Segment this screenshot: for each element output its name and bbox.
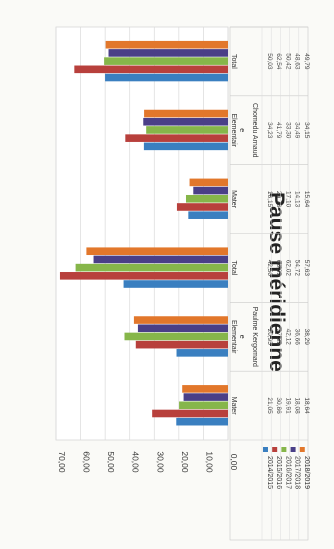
table-cell: 16,15	[266, 191, 273, 208]
bar	[146, 126, 228, 134]
category-label: e	[238, 128, 245, 132]
table-cell: 68,39	[275, 260, 282, 277]
bar	[176, 417, 228, 426]
y-tick-label: 50,00	[106, 451, 116, 473]
category-label: Total	[230, 54, 237, 69]
legend-swatch	[281, 447, 287, 452]
bar	[133, 316, 228, 324]
bar	[188, 211, 228, 219]
bar	[135, 340, 228, 349]
table-cell: 50,03	[266, 53, 273, 70]
table-cell: 42,50	[266, 260, 273, 277]
y-tick-label: 70,00	[57, 451, 67, 473]
bar	[108, 49, 228, 57]
category-label: Total	[230, 261, 237, 276]
bar	[144, 109, 228, 118]
y-tick-label: 60,00	[82, 451, 92, 473]
table-cell: 49,79	[303, 53, 310, 70]
legend-label: 2016/2017	[284, 456, 291, 489]
category-label: Mater	[230, 397, 237, 416]
bar	[75, 263, 228, 272]
category-label: Elementair	[230, 320, 237, 354]
legend-label: 2014/2015	[266, 456, 273, 489]
bar	[176, 349, 228, 357]
bar	[182, 385, 228, 393]
table-cell: 34,23	[266, 122, 273, 139]
table-cell: 50,42	[284, 53, 291, 70]
bar	[59, 272, 229, 280]
table-cell: 62,54	[275, 53, 282, 70]
table-cell: 54,72	[294, 260, 301, 277]
bar	[183, 393, 228, 401]
legend-swatch	[272, 447, 278, 452]
bar	[105, 73, 228, 82]
table-cell: 33,30	[284, 122, 291, 139]
bar	[124, 332, 228, 341]
category-label: Elementair	[230, 114, 237, 148]
group-label: Chomedu Arnaud	[251, 103, 258, 158]
bar	[179, 401, 228, 410]
table-cell: 57,63	[303, 260, 310, 277]
table-cell: 19,91	[284, 397, 291, 414]
table-cell: 30,86	[275, 397, 282, 414]
group-label: Paulme Kergomard	[251, 307, 258, 367]
table-cell: 42,12	[284, 329, 291, 346]
bar	[104, 57, 228, 65]
legend-label: 2018/2019	[303, 456, 310, 489]
chart-title: Pause méridienne	[265, 192, 288, 372]
bar	[93, 255, 229, 264]
table-cell: 34,49	[294, 122, 301, 139]
table-cell: 48,63	[294, 53, 301, 70]
plot-area	[55, 26, 229, 441]
legend-swatch	[290, 447, 296, 452]
legend-swatch	[299, 447, 305, 452]
table-cell: 17,10	[284, 191, 291, 208]
bar	[176, 203, 228, 211]
table-cell: 18,08	[294, 397, 301, 414]
bar	[105, 40, 228, 49]
bar	[86, 247, 228, 256]
category-label: Mater	[230, 190, 237, 209]
y-tick-label: 40,00	[131, 451, 141, 473]
y-tick-label: 10,00	[204, 451, 214, 473]
legend-label: 2015/2016	[275, 456, 282, 489]
table-cell: 62,02	[284, 260, 291, 277]
table-cell: 36,66	[294, 329, 301, 346]
bar	[125, 134, 228, 142]
table-cell: 41,79	[275, 122, 282, 139]
y-tick-label: 0,00	[229, 454, 239, 471]
y-tick-label: 30,00	[155, 451, 165, 473]
table-cell: 34,15	[303, 122, 310, 139]
table-cell: 38,29	[303, 329, 310, 346]
bar	[137, 324, 228, 333]
legend-label: 2017/2018	[294, 456, 301, 489]
table-cell: 37,53	[275, 329, 282, 346]
table-cell: 21,05	[266, 397, 273, 414]
legend-swatch	[262, 447, 268, 452]
table-cell: 14,13	[294, 191, 301, 208]
category-label: e	[238, 335, 245, 339]
y-tick-label: 20,00	[180, 451, 190, 473]
table-cell: 20,95	[266, 329, 273, 346]
bar	[143, 117, 228, 126]
bar	[123, 280, 228, 288]
table-cell: 20,78	[275, 191, 282, 208]
bar	[189, 178, 228, 187]
table-cell: 18,64	[303, 397, 310, 414]
bar	[185, 194, 228, 203]
bar	[143, 142, 228, 151]
bar	[152, 409, 228, 418]
bar	[193, 186, 228, 195]
table-cell: 15,64	[303, 191, 310, 208]
bar	[74, 65, 228, 74]
